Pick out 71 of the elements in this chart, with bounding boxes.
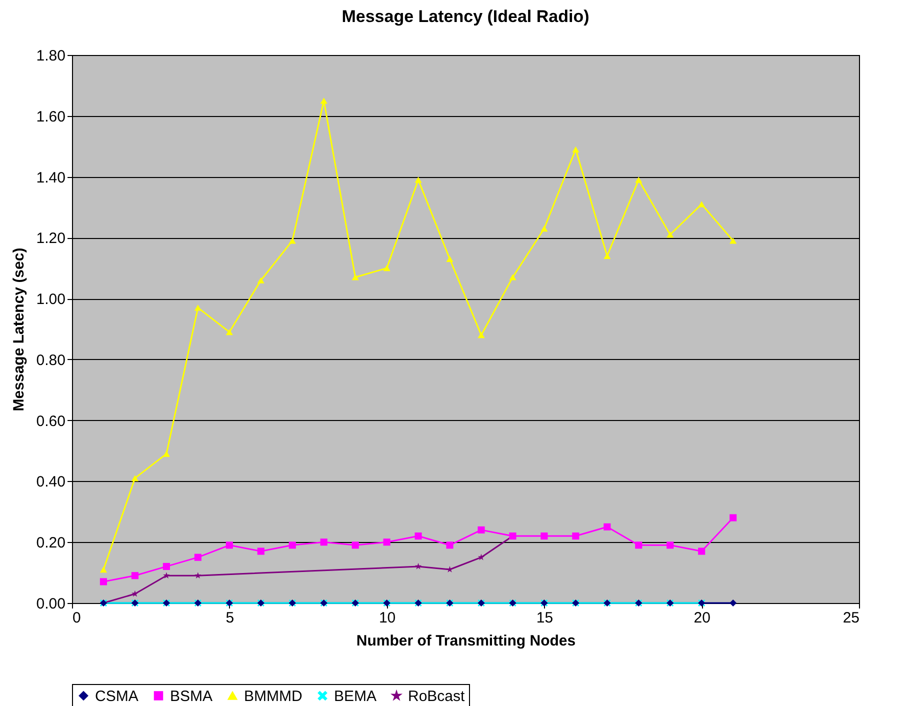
point (478, 554, 485, 560)
point (194, 554, 202, 561)
point (414, 532, 422, 540)
y-tick-label: 1.00 (36, 291, 66, 308)
y-tick-label: 0.20 (36, 534, 66, 552)
point (730, 238, 737, 244)
chart-title: Message Latency (Ideal Radio) (342, 7, 590, 26)
x-tick-label: 10 (378, 610, 396, 626)
point (288, 542, 296, 549)
x-tick-label: 15 (536, 610, 554, 626)
point (635, 176, 642, 183)
point (352, 274, 359, 280)
y-tick-label: 1.40 (36, 169, 66, 186)
point (320, 538, 328, 546)
point (288, 238, 296, 244)
point (478, 526, 485, 534)
y-tick-label: 1.20 (36, 230, 66, 248)
point (162, 450, 170, 457)
x-tick-label: 25 (842, 610, 860, 626)
legend-label: BEMA (334, 688, 377, 705)
point (194, 304, 202, 311)
point (131, 475, 138, 482)
point (698, 201, 706, 208)
point (698, 548, 706, 555)
y-tick-label: 0.00 (36, 596, 66, 612)
point (666, 232, 674, 238)
x-tick-label: 0 (72, 610, 81, 626)
point (383, 538, 390, 546)
point (383, 265, 390, 272)
point (446, 542, 454, 549)
x-axis-title: Number of Transmitting Nodes (356, 632, 576, 650)
point (131, 572, 138, 580)
point (604, 252, 611, 259)
y-tick-label: 0.60 (36, 412, 66, 430)
legend-label: BSMA (170, 688, 213, 705)
point (320, 98, 328, 104)
point (478, 332, 485, 338)
point (162, 562, 170, 570)
point (446, 256, 454, 262)
y-tick-label: 0.40 (36, 474, 66, 491)
point (604, 523, 611, 530)
point (414, 562, 422, 570)
point (163, 572, 170, 578)
point (414, 176, 422, 183)
point (572, 146, 580, 152)
point (540, 532, 548, 540)
y-tick-label: 1.80 (36, 48, 66, 64)
y-tick-label: 0.80 (36, 352, 66, 369)
legend-label: RoBcast (408, 688, 466, 705)
x-tick-label: 5 (226, 610, 234, 626)
point (100, 578, 108, 586)
point (635, 542, 642, 549)
y-tick-label: 1.60 (36, 108, 66, 126)
y-axis-title: Message Latency (sec) (10, 248, 28, 412)
point (257, 277, 264, 284)
point (730, 599, 737, 607)
point (352, 542, 359, 549)
point (572, 532, 580, 540)
point (100, 566, 108, 573)
legend-label: CSMA (95, 688, 138, 705)
x-tick-label: 20 (694, 610, 710, 626)
point (666, 542, 674, 549)
point (132, 590, 138, 597)
legend-label: BMMMD (244, 688, 302, 705)
point (226, 328, 233, 336)
point (194, 572, 202, 578)
point (509, 274, 516, 280)
point (226, 542, 233, 549)
point (730, 514, 737, 522)
point (257, 548, 264, 555)
point (540, 225, 548, 232)
